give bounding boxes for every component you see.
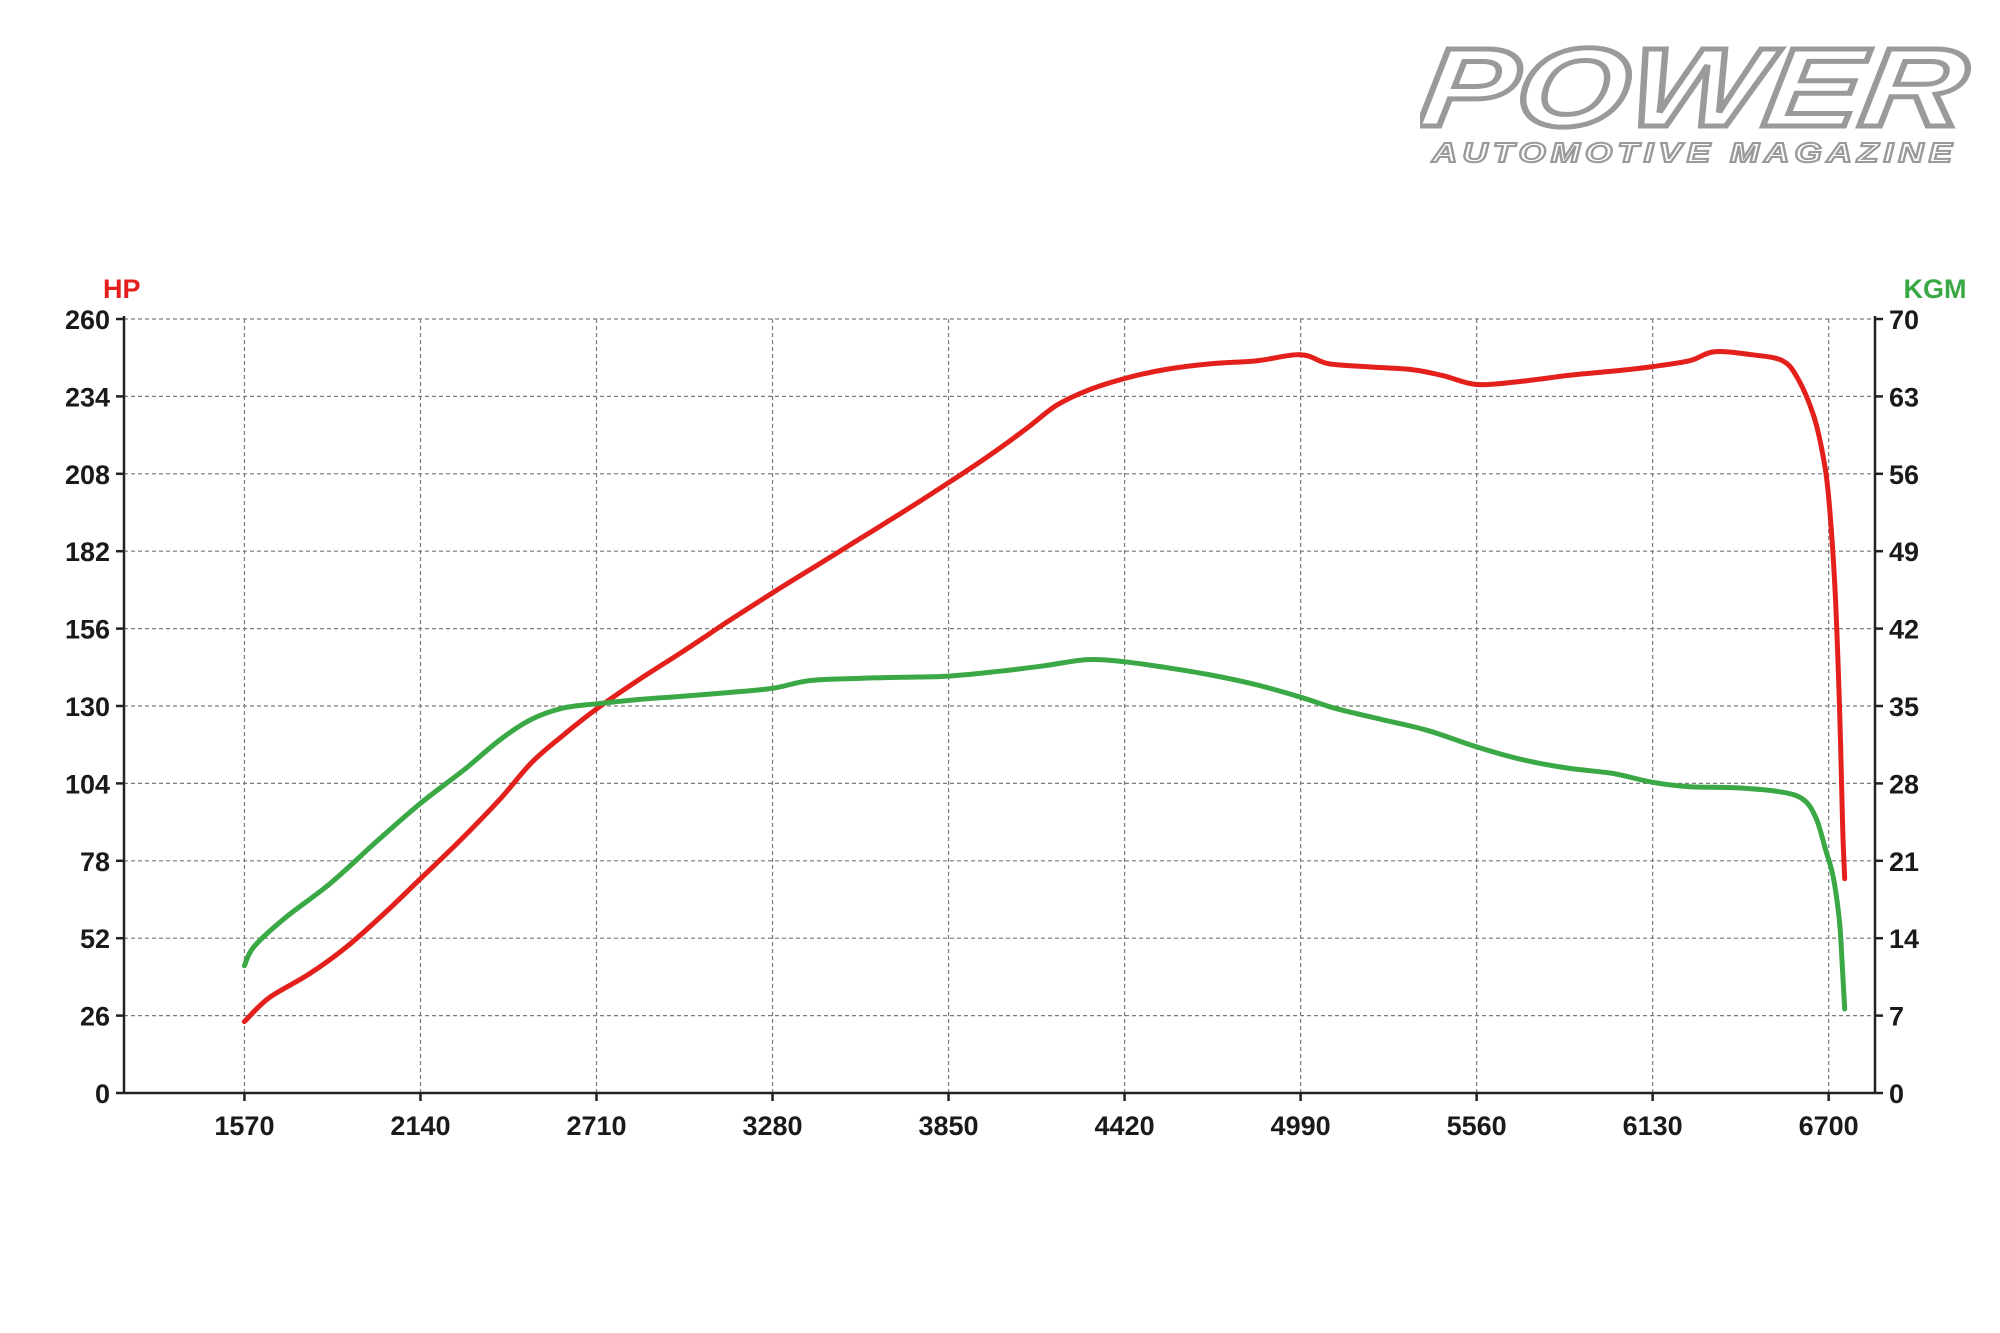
left-tick-label: 156 (65, 615, 110, 645)
right-tick-label: 70 (1889, 305, 1919, 335)
right-tick-label: 42 (1889, 615, 1919, 645)
x-tick-label: 6700 (1799, 1111, 1859, 1141)
left-tick-label: 52 (80, 924, 110, 954)
x-tick-label: 1570 (214, 1111, 274, 1141)
right-tick-label: 21 (1889, 847, 1919, 877)
left-tick-label: 182 (65, 537, 110, 567)
left-tick-label: 208 (65, 460, 110, 490)
left-axis-label: HP (103, 274, 141, 304)
right-tick-label: 49 (1889, 537, 1919, 567)
tick-labels: 0 26 52 78 104 130 156 182 208 234 260 0 7 14 21 28 35 42… (65, 305, 1919, 1141)
logo-graphic: POWER AUTOMOTIVE MAGAZINE (1420, 40, 1978, 169)
left-tick-label: 26 (80, 1002, 110, 1032)
right-tick-label: 28 (1889, 769, 1919, 799)
x-tick-label: 4420 (1095, 1111, 1155, 1141)
left-tick-label: 0 (95, 1079, 110, 1109)
right-tick-label: 0 (1889, 1079, 1904, 1109)
logo-tagline-text: AUTOMOTIVE MAGAZINE (1431, 137, 1957, 168)
grid-lines (124, 318, 1875, 1093)
left-tick-label: 234 (65, 382, 110, 412)
left-tick-label: 260 (65, 305, 110, 335)
torque-series-line (241, 656, 1848, 1012)
right-tick-label: 35 (1889, 692, 1919, 722)
right-tick-label: 14 (1889, 924, 1919, 954)
x-tick-label: 4990 (1271, 1111, 1331, 1141)
x-tick-label: 5560 (1447, 1111, 1507, 1141)
x-tick-label: 6130 (1623, 1111, 1683, 1141)
power-magazine-logo: POWER AUTOMOTIVE MAGAZINE (1420, 40, 1980, 170)
chart-axes (116, 316, 1883, 1101)
logo-brand-text: POWER (1420, 40, 1975, 150)
series-lines (241, 349, 1848, 1025)
x-tick-label: 3850 (919, 1111, 979, 1141)
x-tick-label: 2710 (566, 1111, 626, 1141)
left-tick-label: 104 (65, 769, 110, 799)
right-axis-label: KGM (1904, 274, 1967, 304)
right-tick-label: 7 (1889, 1002, 1904, 1032)
left-tick-label: 130 (65, 692, 110, 722)
hp-series-line (241, 349, 1848, 1025)
right-tick-label: 63 (1889, 382, 1919, 412)
right-tick-label: 56 (1889, 460, 1919, 490)
left-tick-label: 78 (80, 847, 110, 877)
x-tick-label: 2140 (390, 1111, 450, 1141)
x-tick-label: 3280 (742, 1111, 802, 1141)
